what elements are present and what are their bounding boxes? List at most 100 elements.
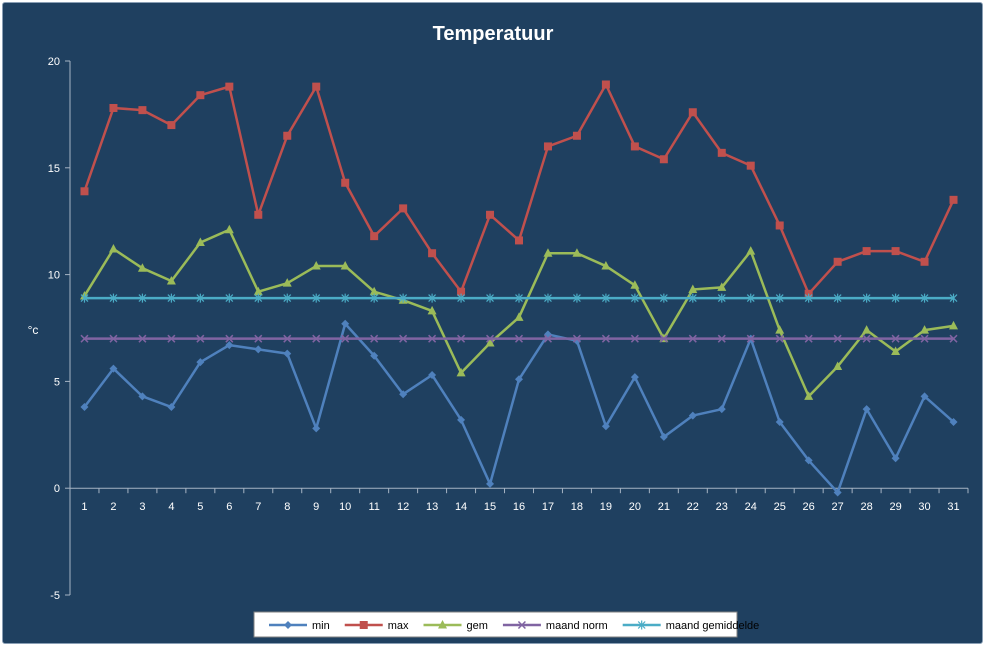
data-point-gem — [543, 248, 553, 257]
data-point-gem — [224, 224, 234, 234]
data-point-gem — [833, 361, 843, 370]
x-tick-label: 24 — [745, 501, 757, 513]
y-tick-label: 15 — [48, 163, 60, 175]
legend-marker-maand-gemiddelde — [637, 620, 646, 630]
legend-entry-gem: gem — [423, 620, 488, 632]
data-point-max — [399, 204, 408, 213]
series-layer — [79, 80, 959, 497]
data-point-maand-norm — [254, 334, 263, 343]
x-tick-label: 11 — [368, 501, 379, 513]
data-point-maand-norm — [688, 334, 697, 343]
data-point-min — [688, 411, 697, 420]
x-tick-label: 5 — [197, 501, 203, 513]
series-min — [80, 319, 958, 497]
data-point-max — [312, 82, 321, 91]
data-point-min — [949, 417, 958, 426]
data-point-gem — [746, 246, 756, 255]
x-tick-label: 16 — [513, 501, 525, 513]
data-point-maand-gemiddelde — [804, 293, 813, 303]
x-tick-label: 6 — [226, 501, 232, 513]
data-point-maand-gemiddelde — [601, 293, 610, 303]
data-point-maand-gemiddelde — [254, 293, 263, 303]
data-point-max — [341, 178, 350, 187]
data-point-maand-norm — [457, 334, 466, 343]
x-tick-label: 23 — [716, 501, 728, 513]
x-tick-label: 14 — [455, 501, 467, 513]
series-line-min — [83, 322, 955, 494]
data-point-maand-norm — [167, 334, 176, 343]
legend: min max gem maand norm maand gemiddelde — [253, 611, 760, 638]
data-point-min — [775, 417, 784, 426]
data-point-gem — [920, 325, 930, 334]
data-point-maand-norm — [109, 334, 118, 343]
series-gem — [79, 224, 959, 400]
y-tick-label: -5 — [50, 590, 60, 602]
x-tick-label: 18 — [571, 501, 583, 513]
data-point-min — [659, 432, 668, 441]
data-point-min — [283, 349, 292, 358]
data-point-max — [920, 257, 929, 266]
data-point-max — [572, 131, 581, 140]
data-point-min — [804, 456, 813, 465]
y-tick-label: 10 — [48, 270, 60, 282]
data-point-maand-gemiddelde — [775, 293, 784, 303]
data-point-maand-norm — [746, 334, 755, 343]
legend-label-maand-gemiddelde: maand gemiddelde — [666, 620, 760, 632]
data-point-min — [833, 488, 842, 497]
x-tick-label: 29 — [889, 501, 901, 513]
data-point-max — [688, 108, 697, 117]
data-point-min — [341, 319, 350, 328]
data-point-max — [457, 287, 466, 296]
series-line-max — [83, 83, 955, 296]
data-point-gem — [514, 312, 524, 321]
x-tick-label: 3 — [139, 501, 145, 513]
data-point-min — [109, 364, 118, 373]
data-point-maand-norm — [486, 334, 495, 343]
legend-entry-min: min — [269, 620, 330, 632]
data-point-min — [225, 341, 234, 350]
data-point-min — [312, 424, 321, 433]
y-tick-label: 5 — [54, 376, 60, 388]
data-point-max — [775, 221, 784, 230]
data-point-maand-norm — [862, 334, 871, 343]
data-point-min — [80, 403, 89, 412]
data-point-maand-gemiddelde — [196, 293, 205, 303]
data-point-min — [862, 405, 871, 414]
data-point-gem — [311, 261, 321, 270]
data-point-maand-gemiddelde — [341, 293, 350, 303]
data-point-max — [254, 210, 263, 219]
data-point-max — [949, 195, 958, 204]
data-point-max — [109, 103, 118, 112]
data-point-gem — [775, 325, 785, 334]
data-point-gem — [949, 320, 959, 330]
x-tick-label: 19 — [600, 501, 612, 513]
data-point-maand-gemiddelde — [370, 293, 379, 303]
legend-entry-maand-gemiddelde: maand gemiddelde — [622, 620, 760, 632]
data-point-maand-norm — [514, 334, 524, 343]
data-point-max — [80, 187, 89, 196]
data-point-min — [717, 405, 726, 414]
data-point-maand-gemiddelde — [80, 293, 89, 303]
data-point-maand-norm — [312, 334, 321, 343]
x-tick-label: 4 — [168, 501, 174, 513]
data-point-gem — [862, 325, 872, 334]
data-point-maand-gemiddelde — [544, 293, 552, 303]
data-point-gem — [717, 282, 727, 291]
data-point-maand-gemiddelde — [428, 293, 437, 303]
data-point-min — [138, 392, 147, 401]
data-point-min — [486, 479, 495, 488]
data-point-maand-gemiddelde — [283, 293, 292, 303]
data-point-maand-gemiddelde — [659, 293, 668, 303]
data-point-min — [601, 422, 610, 431]
data-point-min — [920, 392, 929, 401]
data-point-gem — [891, 346, 901, 355]
x-tick-label: 15 — [484, 501, 496, 513]
data-point-max — [486, 210, 495, 219]
y-tick-label: 0 — [54, 483, 60, 495]
series-maand-norm — [80, 334, 958, 343]
x-tick-label: 31 — [947, 501, 959, 513]
x-tick-label: 20 — [629, 501, 641, 513]
x-tick-label: 27 — [832, 501, 844, 513]
data-point-maand-gemiddelde — [167, 293, 176, 303]
data-point-maand-norm — [543, 334, 552, 343]
